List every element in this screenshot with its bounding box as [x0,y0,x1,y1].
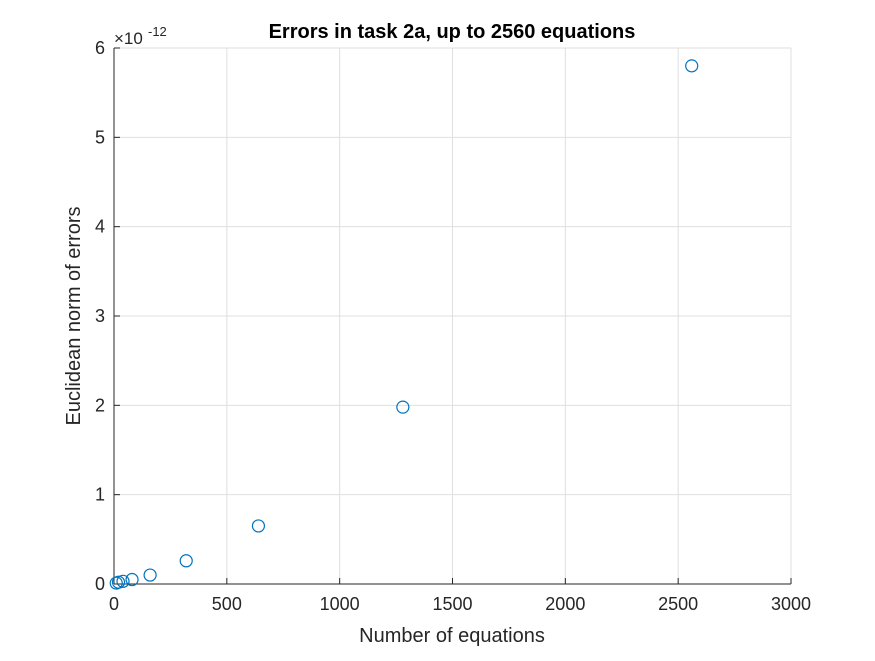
x-tick-label: 0 [109,594,119,614]
x-tick-label: 1500 [432,594,472,614]
y-tick-label: 4 [95,217,105,237]
y-ticks: 0 1 2 3 4 5 6 [95,38,120,594]
y-tick-label: 5 [95,127,105,147]
x-tick-label: 1000 [320,594,360,614]
y-tick-label: 6 [95,38,105,58]
data-point [116,574,130,588]
chart-title: Errors in task 2a, up to 2560 equations [269,21,636,43]
x-tick-label: 500 [212,594,242,614]
data-point [685,59,699,73]
y-axis-label: Euclidean norm of errors [63,207,85,426]
x-tick-label: 3000 [771,594,811,614]
data-point [143,568,157,582]
x-tick-label: 2000 [545,594,585,614]
x-tick-label: 2500 [658,594,698,614]
y-tick-label: 0 [95,574,105,594]
y-exponent-base: ×10 [114,29,143,48]
data-point [251,519,266,533]
data-point [179,554,193,568]
grid [113,47,792,585]
data-points [109,59,699,590]
y-tick-label: 2 [95,395,105,415]
y-tick-label: 1 [95,485,105,505]
data-point [396,400,410,414]
y-exponent-power: -12 [148,24,167,39]
x-ticks: 0 500 1000 1500 2000 2500 3000 [109,578,811,614]
y-tick-label: 3 [95,306,105,326]
x-axis-label: Number of equations [359,625,545,647]
data-point [125,572,139,587]
data-point [111,575,126,589]
